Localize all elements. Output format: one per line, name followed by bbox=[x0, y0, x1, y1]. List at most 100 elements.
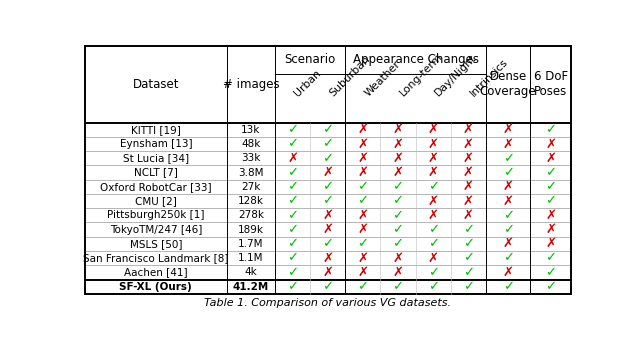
Text: Table 1. Comparison of various VG datasets.: Table 1. Comparison of various VG datase… bbox=[205, 298, 451, 308]
Text: ✗: ✗ bbox=[428, 252, 439, 265]
Text: Pittsburgh250k [1]: Pittsburgh250k [1] bbox=[107, 211, 205, 221]
Text: ✗: ✗ bbox=[428, 209, 439, 222]
Text: ✓: ✓ bbox=[428, 266, 439, 279]
Text: ✓: ✓ bbox=[287, 209, 298, 222]
Text: SF-XL (Ours): SF-XL (Ours) bbox=[120, 282, 192, 292]
Text: Urban: Urban bbox=[292, 68, 323, 98]
Text: ✗: ✗ bbox=[463, 137, 474, 150]
Text: ✗: ✗ bbox=[392, 152, 404, 165]
Text: 41.2M: 41.2M bbox=[233, 282, 269, 292]
Text: ✓: ✓ bbox=[287, 195, 298, 208]
Text: ✗: ✗ bbox=[392, 252, 404, 265]
Text: 6 DoF
Poses: 6 DoF Poses bbox=[534, 70, 568, 98]
Text: Eynsham [13]: Eynsham [13] bbox=[120, 139, 192, 149]
Text: ✗: ✗ bbox=[392, 123, 404, 136]
Text: ✗: ✗ bbox=[357, 209, 369, 222]
Text: ✓: ✓ bbox=[463, 223, 474, 236]
Text: # images: # images bbox=[223, 78, 279, 91]
Text: ✓: ✓ bbox=[392, 209, 404, 222]
Text: ✓: ✓ bbox=[287, 223, 298, 236]
Text: ✗: ✗ bbox=[545, 237, 556, 250]
Text: ✓: ✓ bbox=[463, 266, 474, 279]
Text: ✗: ✗ bbox=[463, 195, 474, 208]
Text: ✓: ✓ bbox=[545, 123, 556, 136]
Text: ✓: ✓ bbox=[463, 252, 474, 265]
Text: ✓: ✓ bbox=[428, 223, 439, 236]
Text: ✗: ✗ bbox=[357, 137, 369, 150]
Text: ✓: ✓ bbox=[545, 180, 556, 193]
Text: ✓: ✓ bbox=[428, 280, 439, 293]
Text: Intrinsics: Intrinsics bbox=[468, 57, 510, 98]
Text: ✗: ✗ bbox=[428, 195, 439, 208]
Text: ✓: ✓ bbox=[392, 223, 404, 236]
Text: ✓: ✓ bbox=[322, 180, 333, 193]
Text: ✓: ✓ bbox=[287, 280, 298, 293]
Text: ✗: ✗ bbox=[463, 180, 474, 193]
Text: ✓: ✓ bbox=[357, 237, 369, 250]
Text: ✗: ✗ bbox=[502, 123, 514, 136]
Text: ✗: ✗ bbox=[428, 137, 439, 150]
Text: MSLS [50]: MSLS [50] bbox=[130, 239, 182, 249]
Text: 3.8M: 3.8M bbox=[238, 168, 264, 178]
Text: Appearance Changes: Appearance Changes bbox=[353, 53, 479, 67]
Text: ✓: ✓ bbox=[502, 280, 514, 293]
Text: ✗: ✗ bbox=[357, 152, 369, 165]
Text: ✗: ✗ bbox=[357, 166, 369, 179]
Text: ✓: ✓ bbox=[287, 252, 298, 265]
Text: ✗: ✗ bbox=[392, 166, 404, 179]
Text: ✓: ✓ bbox=[502, 209, 514, 222]
Text: ✓: ✓ bbox=[287, 237, 298, 250]
Text: ✓: ✓ bbox=[322, 137, 333, 150]
Text: ✓: ✓ bbox=[287, 166, 298, 179]
Text: ✓: ✓ bbox=[322, 123, 333, 136]
Text: ✓: ✓ bbox=[322, 237, 333, 250]
Text: ✓: ✓ bbox=[357, 180, 369, 193]
Text: ✗: ✗ bbox=[428, 166, 439, 179]
Text: ✗: ✗ bbox=[322, 252, 333, 265]
Text: ✗: ✗ bbox=[545, 209, 556, 222]
Text: ✓: ✓ bbox=[545, 266, 556, 279]
Text: 27k: 27k bbox=[241, 182, 260, 192]
Text: ✗: ✗ bbox=[322, 209, 333, 222]
Text: ✗: ✗ bbox=[357, 223, 369, 236]
Text: ✓: ✓ bbox=[502, 252, 514, 265]
Text: Scenario: Scenario bbox=[285, 53, 336, 67]
Text: 128k: 128k bbox=[238, 196, 264, 206]
Text: ✓: ✓ bbox=[322, 195, 333, 208]
Text: ✗: ✗ bbox=[287, 152, 298, 165]
Text: 1.1M: 1.1M bbox=[238, 253, 264, 263]
Text: ✓: ✓ bbox=[322, 152, 333, 165]
Text: ✓: ✓ bbox=[392, 180, 404, 193]
Text: ✗: ✗ bbox=[502, 266, 514, 279]
Text: ✓: ✓ bbox=[322, 280, 333, 293]
Text: ✓: ✓ bbox=[287, 137, 298, 150]
Text: St Lucia [34]: St Lucia [34] bbox=[123, 153, 189, 163]
Text: ✗: ✗ bbox=[322, 166, 333, 179]
Text: ✓: ✓ bbox=[357, 195, 369, 208]
Text: ✗: ✗ bbox=[357, 266, 369, 279]
Text: NCLT [7]: NCLT [7] bbox=[134, 168, 178, 178]
Text: ✗: ✗ bbox=[392, 266, 404, 279]
Text: Oxford RobotCar [33]: Oxford RobotCar [33] bbox=[100, 182, 212, 192]
Text: Weather: Weather bbox=[363, 59, 403, 98]
Text: Long-term: Long-term bbox=[398, 52, 445, 98]
Text: 1.7M: 1.7M bbox=[238, 239, 264, 249]
Text: ✗: ✗ bbox=[392, 137, 404, 150]
Text: ✗: ✗ bbox=[428, 123, 439, 136]
Text: Suburban: Suburban bbox=[328, 54, 372, 98]
Text: ✓: ✓ bbox=[392, 280, 404, 293]
Text: ✗: ✗ bbox=[463, 166, 474, 179]
Text: ✓: ✓ bbox=[463, 280, 474, 293]
Text: ✓: ✓ bbox=[545, 166, 556, 179]
Text: ✓: ✓ bbox=[545, 252, 556, 265]
Text: ✗: ✗ bbox=[463, 123, 474, 136]
Text: San Francisco Landmark [8]: San Francisco Landmark [8] bbox=[83, 253, 228, 263]
Text: ✗: ✗ bbox=[545, 152, 556, 165]
Text: 278k: 278k bbox=[238, 211, 264, 221]
Text: Aachen [41]: Aachen [41] bbox=[124, 267, 188, 277]
Text: ✗: ✗ bbox=[357, 252, 369, 265]
Text: 33k: 33k bbox=[241, 153, 260, 163]
Text: ✓: ✓ bbox=[287, 266, 298, 279]
Text: ✓: ✓ bbox=[545, 280, 556, 293]
Text: ✓: ✓ bbox=[392, 195, 404, 208]
